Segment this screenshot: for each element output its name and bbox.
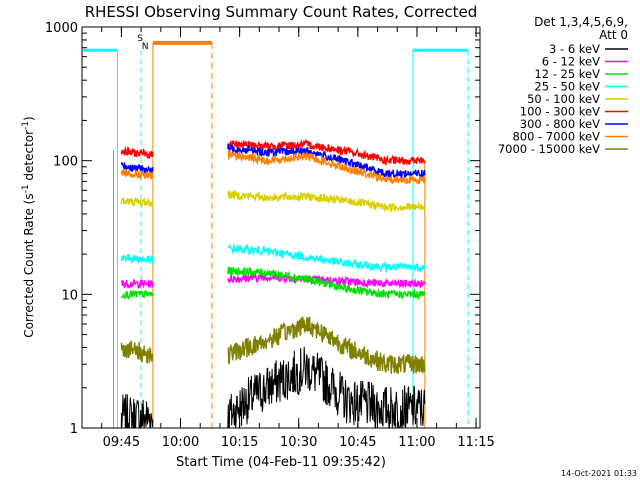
x-tick-label: 09:45 <box>103 435 140 450</box>
x-tick-label: 10:30 <box>280 435 317 450</box>
series-100-300-kev <box>120 138 426 167</box>
legend-label: 12 - 25 keV <box>534 67 600 81</box>
x-tick-label: 11:00 <box>398 435 435 450</box>
x-tick-label: 10:45 <box>339 435 376 450</box>
series-300-800-kev <box>120 143 426 180</box>
legend-label: 300 - 800 keV <box>520 117 600 131</box>
legend-label: 25 - 50 keV <box>534 80 600 94</box>
y-tick-label: 1000 <box>45 21 78 36</box>
x-axis-label: Start Time (04-Feb-11 09:35:42) <box>176 455 386 470</box>
series-12-25-kev <box>121 266 426 301</box>
series-6-12-kev <box>120 271 426 289</box>
chart-title: RHESSI Observing Summary Count Rates, Co… <box>85 3 478 21</box>
flag-n-label: N <box>142 42 149 52</box>
plot-frame <box>81 26 481 429</box>
legend-label: 3 - 6 keV <box>549 42 600 56</box>
x-tick-label: 11:15 <box>457 435 494 450</box>
series-7000-15000-kev <box>120 316 426 374</box>
y-tick-label: 10 <box>61 288 78 303</box>
flag-s-label: S <box>137 34 143 44</box>
x-tick-label: 10:15 <box>221 435 258 450</box>
legend-label: 100 - 300 keV <box>520 105 600 119</box>
legend-label: 6 - 12 keV <box>542 55 600 69</box>
header-detectors: Det 1,3,4,5,6,9, <box>534 15 628 29</box>
y-tick-label: 1 <box>70 422 78 437</box>
y-tick-label: 100 <box>53 155 78 170</box>
legend-label: 7000 - 15000 keV <box>498 142 600 156</box>
series-800-7000-kev <box>120 150 426 185</box>
series-25-50-kev <box>120 242 426 274</box>
x-tick-label: 10:00 <box>162 435 199 450</box>
header-attenuator: Att 0 <box>599 28 628 42</box>
footer-timestamp: 14-Oct-2021 01:33 <box>561 469 637 478</box>
legend-label: 800 - 7000 keV <box>512 130 600 144</box>
legend-label: 50 - 100 keV <box>527 92 600 106</box>
y-axis-label: Corrected Count Rate (s-1 detector-1) <box>21 116 36 337</box>
series-50-100-kev <box>120 189 426 214</box>
